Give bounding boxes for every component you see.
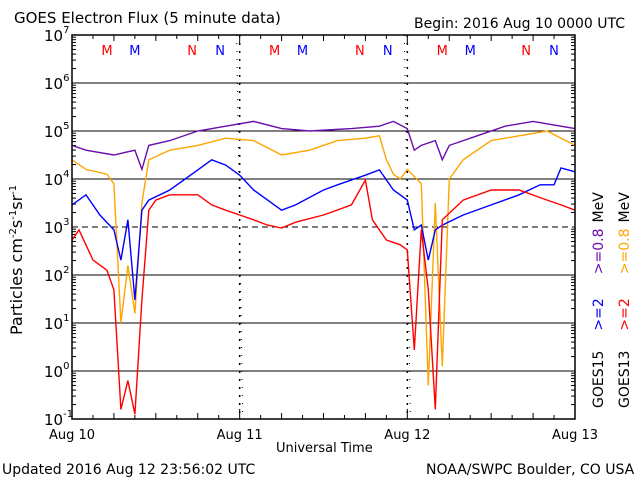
y-tick-label: 106 (44, 73, 69, 93)
marker-N: N (355, 44, 365, 59)
series-line-0 (71, 120, 576, 172)
legend-goes15-08mev: >=0.8 (591, 228, 607, 274)
legend-goes15: GOES15>=2>=0.8MeV (591, 192, 607, 408)
y-tick-label: 103 (44, 217, 69, 237)
legend-goes13-2mev: >=2 (617, 298, 633, 330)
series-lines (71, 120, 576, 415)
legend-goes15-2mev: >=2 (591, 298, 607, 330)
y-axis-label: Particles cm-2s-1sr-1 (7, 185, 26, 335)
marker-N: N (215, 44, 225, 59)
marker-M: M (129, 44, 140, 59)
svg-text:GOES15>=2>=0.8MeV: GOES15>=2>=0.8MeV (591, 192, 607, 408)
marker-N: N (549, 44, 559, 59)
marker-N: N (383, 44, 393, 59)
x-tick-labels: Aug 10 Aug 11 Aug 12 Aug 13 (49, 428, 598, 443)
x-tick-label: Aug 10 (49, 428, 95, 443)
marker-N: N (521, 44, 531, 59)
day-separator-ticks (236, 34, 244, 420)
series-line-3 (71, 177, 576, 415)
x-tick-label: Aug 12 (384, 428, 430, 443)
legend-goes13: GOES13>=2>=0.8MeV (617, 192, 633, 408)
x-tick-label: Aug 11 (217, 428, 263, 443)
marker-M: M (297, 44, 308, 59)
y-tick-label: 105 (44, 121, 69, 141)
y-tick-labels: 107 106 105 104 103 102 101 100 10-1 (44, 25, 73, 429)
marker-M: M (101, 44, 112, 59)
y-tick-label: 101 (44, 313, 69, 333)
plot-frame (71, 34, 576, 420)
updated-timestamp: Updated 2016 Aug 12 23:56:02 UTC (2, 462, 255, 478)
y-tick-label: 10-1 (44, 409, 73, 429)
chart-title: GOES Electron Flux (5 minute data) (14, 9, 281, 27)
legend-goes13-08mev: >=0.8 (617, 228, 633, 274)
y-tick-label: 107 (44, 25, 69, 45)
y-tick-label: 104 (44, 169, 69, 189)
x-tick-label: Aug 13 (552, 428, 598, 443)
marker-M: M (465, 44, 476, 59)
legend-goes13-label: GOES13 (617, 351, 633, 408)
day-separator-ticks (403, 34, 411, 420)
marker-N: N (187, 44, 197, 59)
begin-label: Begin: 2016 Aug 10 0000 UTC (414, 16, 625, 32)
y-tick-label: 102 (44, 265, 69, 285)
credit-label: NOAA/SWPC Boulder, CO USA (426, 462, 635, 478)
marker-M: M (437, 44, 448, 59)
marker-M: M (269, 44, 280, 59)
series-line-1 (71, 130, 576, 386)
svg-text:GOES13>=2>=0.8MeV: GOES13>=2>=0.8MeV (617, 192, 633, 408)
x-axis-label: Universal Time (276, 441, 373, 456)
y-tick-label: 100 (44, 361, 69, 381)
legend-goes15-label: GOES15 (591, 351, 607, 408)
series-line-2 (71, 159, 576, 301)
